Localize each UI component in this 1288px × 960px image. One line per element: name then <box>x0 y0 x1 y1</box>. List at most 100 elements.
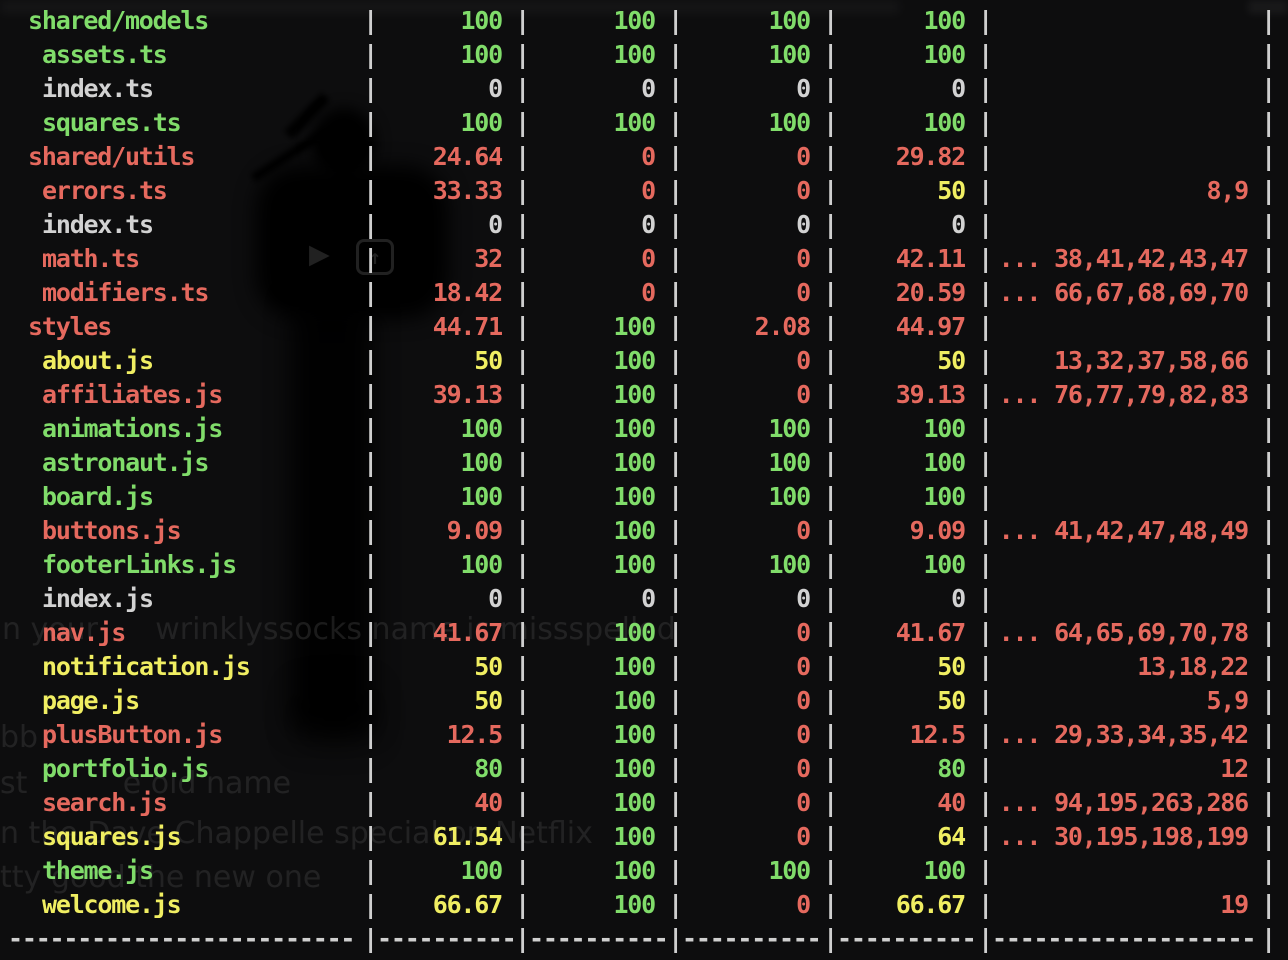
uncovered-lines-cell <box>992 582 1261 616</box>
separator-dashes: ---------- <box>837 924 977 953</box>
metric-value-cell: 0 <box>641 142 656 171</box>
column-separator: | <box>363 6 378 35</box>
metric-value-cell: 100 <box>768 414 811 443</box>
uncovered-lines-cell <box>992 446 1261 480</box>
column-separator: | <box>823 720 838 749</box>
metric-value-cell: 20.59 <box>895 278 966 307</box>
metric-value-cell: 50 <box>937 686 966 715</box>
metric-value-cell: 29.82 <box>895 142 966 171</box>
metric-value-cell: 42.11 <box>895 244 966 273</box>
metric-value-cell: 100 <box>923 40 966 69</box>
column-separator: | <box>363 550 378 579</box>
file-name-cell: animations.js <box>42 414 223 443</box>
column-separator: | <box>978 40 993 69</box>
column-separator: | <box>515 550 530 579</box>
uncovered-lines-cell <box>992 480 1261 514</box>
metric-value-cell: 100 <box>613 618 656 647</box>
column-separator: | <box>1261 40 1276 69</box>
metric-value-cell: 0 <box>951 584 966 613</box>
column-separator: | <box>515 516 530 545</box>
column-separator: | <box>515 346 530 375</box>
column-separator: | <box>1261 244 1276 273</box>
column-separator: | <box>515 720 530 749</box>
column-separator: | <box>515 176 530 205</box>
column-separator: | <box>978 142 993 171</box>
file-name-cell: portfolio.js <box>42 754 209 783</box>
uncovered-lines-cell: ... 94,195,263,286 <box>998 788 1250 817</box>
metric-value-cell: 0 <box>796 278 811 307</box>
column-separator: | <box>978 890 993 919</box>
column-separator: | <box>823 924 838 953</box>
metric-value-cell: 0 <box>796 788 811 817</box>
column-separator: | <box>978 74 993 103</box>
file-name-cell: about.js <box>42 346 154 375</box>
column-separator: | <box>1261 142 1276 171</box>
column-separator: | <box>363 210 378 239</box>
column-separator: | <box>668 720 683 749</box>
column-separator: | <box>363 482 378 511</box>
column-separator: | <box>363 40 378 69</box>
metric-value-cell: 100 <box>613 108 656 137</box>
ninja-shoulders-shape <box>256 166 448 318</box>
column-separator: | <box>515 142 530 171</box>
column-separator: | <box>363 346 378 375</box>
column-separator: | <box>515 448 530 477</box>
column-separator: | <box>668 754 683 783</box>
table-row: portfolio.js | 80 | 100 | 0 | 80 | 12 | <box>0 752 1288 786</box>
column-separator: | <box>668 74 683 103</box>
column-separator: | <box>978 550 993 579</box>
column-separator: | <box>1261 550 1276 579</box>
uncovered-lines-cell: 13,18,22 <box>1137 652 1249 681</box>
table-row: plusButton.js | 12.5 | 100 | 0 | 12.5 |... 29,33,… <box>0 718 1288 752</box>
column-separator: | <box>363 448 378 477</box>
metric-value-cell: 0 <box>796 618 811 647</box>
column-separator: | <box>363 414 378 443</box>
uncovered-lines-cell <box>992 208 1261 242</box>
metric-value-cell: 100 <box>768 856 811 885</box>
metric-value-cell: 0 <box>796 754 811 783</box>
table-row: search.js | 40 | 100 | 0 | 40 |... 94,195,263,286… <box>0 786 1288 820</box>
metric-value-cell: 50 <box>937 176 966 205</box>
column-separator: | <box>515 584 530 613</box>
file-name-cell: astronaut.js <box>42 448 209 477</box>
metric-value-cell: 100 <box>613 890 656 919</box>
column-separator: | <box>515 890 530 919</box>
column-separator: | <box>515 686 530 715</box>
column-separator: | <box>1261 788 1276 817</box>
column-separator: | <box>668 278 683 307</box>
file-name-cell: affiliates.js <box>42 380 223 409</box>
metric-value-cell: 100 <box>460 108 503 137</box>
column-separator: | <box>978 788 993 817</box>
column-separator: | <box>1261 856 1276 885</box>
uncovered-lines-cell: ... 30,195,198,199 <box>998 822 1250 851</box>
column-separator: | <box>823 108 838 137</box>
metric-value-cell: 0 <box>641 278 656 307</box>
metric-value-cell: 33.33 <box>432 176 503 205</box>
metric-value-cell: 40 <box>474 788 503 817</box>
separator-dashes: ------------------- <box>992 924 1256 953</box>
metric-value-cell: 100 <box>613 652 656 681</box>
metric-value-cell: 100 <box>613 516 656 545</box>
column-separator: | <box>978 210 993 239</box>
column-separator: | <box>668 788 683 817</box>
file-name-cell: plusButton.js <box>42 720 223 749</box>
metric-value-cell: 9.09 <box>446 516 504 545</box>
metric-value-cell: 100 <box>460 856 503 885</box>
column-separator: | <box>823 346 838 375</box>
table-row: footerLinks.js | 100 | 100 | 100 | 100 | | <box>0 548 1288 582</box>
metric-value-cell: 0 <box>796 720 811 749</box>
column-separator: | <box>363 244 378 273</box>
table-row: math.ts | 32 | 0 | 0 | 42.11 |... 38,41,42,43,47 | <box>0 242 1288 276</box>
column-separator: | <box>978 108 993 137</box>
column-separator: | <box>978 482 993 511</box>
metric-value-cell: 24.64 <box>432 142 503 171</box>
file-name-cell: nav.js <box>42 618 126 647</box>
column-separator: | <box>823 380 838 409</box>
column-separator: | <box>363 380 378 409</box>
separator-dashes: ---------- <box>377 924 515 953</box>
column-separator: | <box>668 40 683 69</box>
file-name-cell: buttons.js <box>42 516 182 545</box>
upload-arrow-icon: ↑ <box>356 239 394 275</box>
column-separator: | <box>515 856 530 885</box>
